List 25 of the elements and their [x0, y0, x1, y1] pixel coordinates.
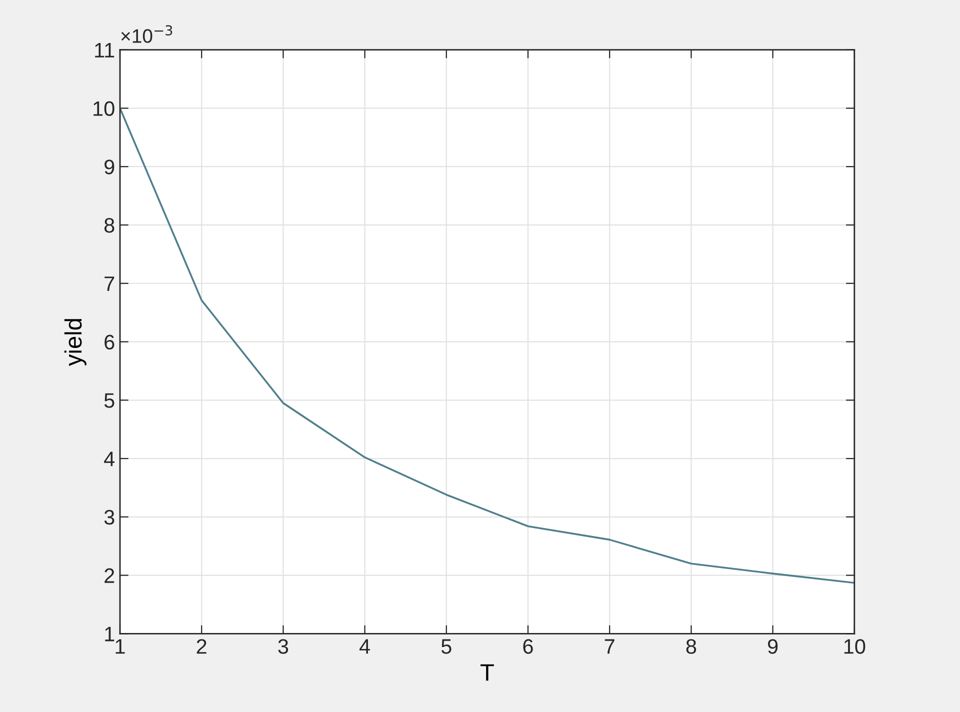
x-axis-title: T [480, 664, 494, 681]
y-tick-label: 5 [104, 393, 114, 408]
y-tick-label: 1 [105, 626, 114, 642]
line-series [120, 107, 854, 584]
y-tick-label: 3 [104, 510, 114, 525]
y-tick-label: 7 [104, 276, 114, 291]
x-tick-label: 9 [768, 639, 778, 654]
text: ×10$^{−3}$ [121, 25, 172, 43]
x-tick-label: 6 [523, 639, 533, 654]
y-axis-title: yield [64, 319, 86, 366]
x-tick-label: 10 [844, 639, 866, 654]
y-tick-label: 9 [104, 160, 114, 174]
x-tick-label: 7 [604, 639, 614, 654]
x-tick-label: 1 [116, 639, 125, 654]
y-tick-label: 11 [95, 43, 114, 58]
y-tick-label: 2 [104, 568, 114, 583]
y-tick-label: 8 [104, 218, 114, 233]
x-tick-label: 8 [686, 639, 696, 654]
x-tick-label: 3 [278, 639, 288, 654]
x-tick-label: 2 [196, 639, 206, 654]
y-tick-label: 6 [104, 334, 114, 350]
y-tick-label: 10 [94, 101, 114, 116]
x-tick-label: 5 [441, 639, 452, 654]
x-tick-label: 4 [359, 639, 370, 654]
y-tick-label: 4 [104, 452, 115, 466]
